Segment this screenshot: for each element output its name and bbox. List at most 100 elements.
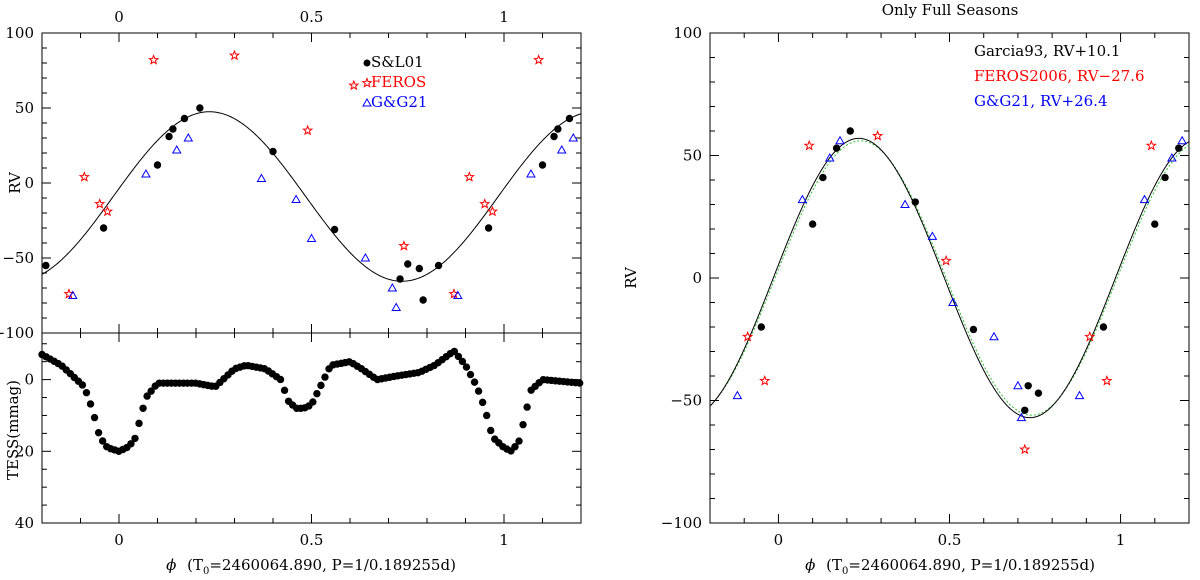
y-tick-label: 50 [15, 99, 34, 117]
legend-label-sl01: S&L01 [371, 53, 424, 71]
sl01-point [330, 225, 339, 234]
y-tick-label: 50 [683, 147, 702, 165]
gg21-point [900, 199, 910, 208]
feros2006-point [940, 254, 952, 266]
tess-point [280, 386, 289, 395]
garcia93-point [808, 220, 817, 228]
feros2006-point [742, 330, 754, 342]
right-x-axis-label: ϕ (T0=2460064.890, P=1/0.189255d) [805, 556, 1095, 577]
gg21-point [732, 390, 743, 400]
tess-point [139, 404, 147, 412]
feros-point [348, 79, 360, 91]
legend-marker-feros [361, 77, 373, 88]
tess-point [317, 381, 325, 390]
tess-point [470, 378, 479, 386]
x-tick-label: 0 [774, 531, 784, 549]
x-tick-label: 0.5 [938, 531, 962, 549]
feros-point [302, 124, 314, 136]
x-tick-label: 1 [499, 8, 509, 26]
left-top-legend: S&L01 FEROS G&G21 [361, 53, 427, 111]
garcia93-point [757, 323, 766, 331]
feros2006-point [1019, 443, 1031, 455]
sl01-point [415, 264, 423, 273]
sl01-point [565, 114, 574, 123]
tess-point [78, 381, 87, 389]
garcia93-point [1151, 220, 1159, 228]
sl01-point [169, 125, 177, 133]
feros-point [398, 240, 410, 251]
gg21-point [797, 194, 808, 204]
left-bottom-y-ticks: 0 20 40 [15, 343, 581, 532]
feros-point [148, 54, 160, 65]
legend-label-garcia93: Garcia93, RV+10.1 [974, 42, 1120, 60]
left-bottom-x-ticks: 0 0.5 1 [41, 333, 543, 549]
gg21-point [183, 132, 194, 142]
sl01-point [538, 161, 547, 169]
tess-point [143, 392, 151, 400]
legend-marker-gg21 [362, 97, 372, 107]
x-tick-label: 0.5 [300, 531, 324, 549]
tess-point [82, 388, 91, 397]
gg21-point [989, 331, 999, 341]
gg21-point [1074, 390, 1085, 400]
sl01-point [165, 132, 173, 141]
sl01-point [484, 224, 493, 232]
legend-label-gg21: G&G21 [371, 93, 427, 111]
feros-point [101, 205, 114, 217]
legend-star-symbol [361, 77, 373, 88]
tess-point [466, 370, 475, 379]
garcia93-point [1161, 173, 1169, 182]
gg21-point [526, 168, 536, 178]
y-tick-label: 40 [15, 514, 34, 532]
tess-point [131, 434, 139, 443]
garcia93-point [969, 325, 978, 334]
gg21-point [568, 132, 579, 142]
legend-label-feros2006: FEROS2006, RV−27.6 [974, 67, 1145, 85]
x-tick-label: 1 [1116, 531, 1126, 549]
tess-point [276, 375, 285, 384]
left-x-axis-label: ϕ (T0=2460064.890, P=1/0.189255d) [166, 556, 456, 577]
tess-point [450, 347, 459, 356]
tess-point [147, 387, 155, 395]
gg21-point [452, 290, 463, 299]
sl01-point [419, 296, 427, 304]
feros-point [78, 171, 90, 182]
gg21-point [948, 297, 958, 306]
left-bottom-y-axis-label: TESS(mmag) [4, 380, 22, 480]
y-tick-label: 0 [692, 269, 702, 287]
gg21-point [556, 144, 567, 154]
sl01-point [99, 224, 108, 232]
sl01-point [153, 161, 162, 169]
gg21-point [1167, 152, 1177, 162]
y-tick-label: −50 [2, 249, 34, 267]
x-tick-label: 0.5 [300, 8, 324, 26]
left-top-y-axis-label: RV [6, 171, 24, 194]
feros-point [463, 171, 475, 182]
sl01-point [42, 261, 50, 270]
garcia93-point [1021, 406, 1029, 414]
right-y-ticks: 100 50 0 −50 −100 [661, 24, 1189, 532]
sl01-point [434, 261, 443, 270]
gg21-point [835, 135, 845, 145]
feros-point [533, 54, 545, 65]
garcia93-point [1175, 144, 1183, 152]
sl01-point [396, 275, 404, 283]
garcia93-point [1034, 389, 1043, 397]
legend-label-feros: FEROS [371, 73, 426, 91]
tess-point [511, 443, 519, 451]
garcia93-point [846, 127, 854, 135]
gg21-point [1177, 135, 1188, 145]
y-tick-label: 0 [24, 174, 34, 192]
gg21-point [306, 233, 317, 242]
tess-point [309, 398, 317, 406]
legend-triangle-symbol [362, 97, 372, 107]
gg21-point [927, 231, 938, 240]
right-data-points [732, 127, 1188, 455]
y-tick-label: 0 [24, 371, 34, 389]
gg21-point [141, 168, 151, 178]
tess-point [90, 413, 99, 422]
tess-point [98, 437, 107, 445]
y-tick-label: −100 [661, 514, 702, 532]
